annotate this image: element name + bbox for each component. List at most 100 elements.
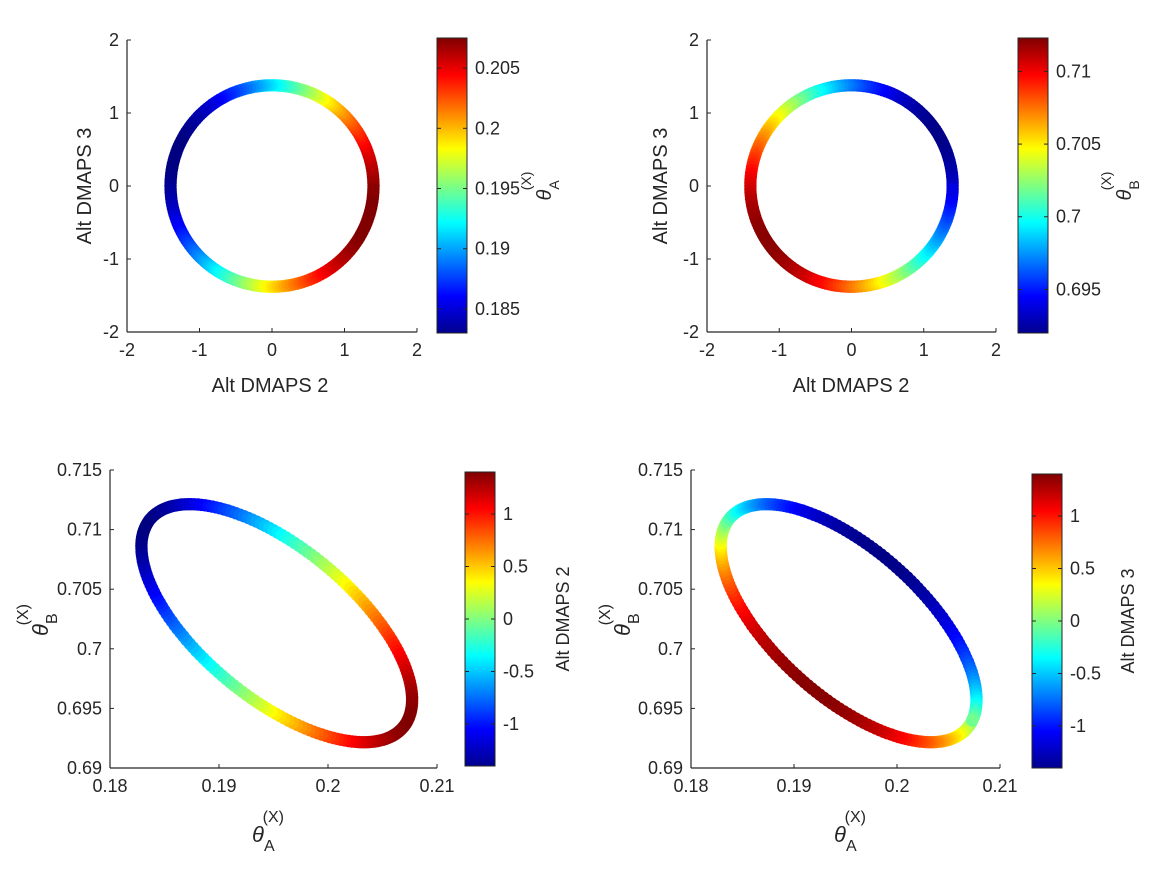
- panel-1-colorbar-tick-label: 0.205: [475, 58, 520, 78]
- panel-1-y-tick-label: 2: [109, 30, 119, 50]
- panel-2-xlabel: Alt DMAPS 2: [793, 375, 910, 397]
- panel-3-x-tick-label: 0.19: [201, 776, 236, 796]
- panel-4-colorbar-tick-label: -0.5: [1070, 664, 1101, 684]
- panel-1-ring: [164, 79, 380, 293]
- panel-2-colorbar-bar: [1017, 37, 1049, 334]
- panel-2-colorbar-ticks: 0.695 0.7 0.705 0.71: [1018, 61, 1101, 299]
- panel-1-point: [367, 183, 380, 196]
- panel-2-colorbar-tick-label: 0.695: [1056, 279, 1101, 299]
- panel-2-y-tick-label: -1: [683, 249, 699, 269]
- panel-1: -2 -1 0 1 2 -2 -1 0 1 2 Alt DMAPS 2 Alt DMAPS 3 0…: [74, 30, 562, 397]
- panel-1-colorbar-tick-label: 0.19: [475, 239, 510, 259]
- panel-1-x-tick-label: -2: [119, 340, 135, 360]
- panel-2-x-tick-label: 1: [919, 340, 929, 360]
- panel-3-y-tick-label: 0.695: [57, 698, 102, 718]
- panel-2-point: [946, 183, 959, 196]
- panel-3-colorbar-tick-label: -1: [503, 714, 519, 734]
- panel-4-x-tick-label: 0.2: [884, 776, 909, 796]
- panel-2-colorbar-tick-label: 0.705: [1056, 134, 1101, 154]
- panel-4-colorbar-tick-label: 0: [1070, 611, 1080, 631]
- panel-1-colorbar-tick-label: 0.2: [475, 118, 500, 138]
- panel-4: 0.18 0.19 0.2 0.21 0.69 0.695 0.7 0.705 0.71 0.71…: [597, 460, 1138, 855]
- panel-3-x-tick-label: 0.2: [315, 776, 340, 796]
- panel-4-x-tick-label: 0.19: [776, 776, 811, 796]
- panel-3-x-tick-label: 0.18: [92, 776, 127, 796]
- panel-4-point: [966, 714, 979, 727]
- panel-3-y-tick-label: 0.71: [67, 520, 102, 540]
- panel-1-y-tick-label: 1: [109, 103, 119, 123]
- panel-3: 0.18 0.19 0.2 0.21 0.69 0.695 0.7 0.705 0.71 0.71…: [15, 460, 573, 855]
- panel-2-colorbar-label: θB(X): [1098, 172, 1142, 201]
- panel-2-y-tick-label: 2: [689, 30, 699, 50]
- panel-3-ring: [135, 498, 419, 749]
- panel-4-colorbar-tick-label: 1: [1070, 506, 1080, 526]
- panel-1-x-tick-label: 2: [412, 340, 422, 360]
- panel-2-colorbar-tick-label: 0.71: [1056, 61, 1091, 81]
- panel-1-colorbar-tick-label: 0.195: [475, 179, 520, 199]
- panel-3-colorbar-label: Alt DMAPS 2: [553, 566, 573, 671]
- panel-3-colorbar: -1 -0.5 0 0.5 1 Alt DMAPS 2: [464, 471, 573, 767]
- panel-1-colorbar-tick-label: 0.185: [475, 299, 520, 319]
- panel-3-y-tick-label: 0.705: [57, 579, 102, 599]
- panel-1-ylabel: Alt DMAPS 3: [74, 128, 96, 245]
- panel-2-y-tick-label: 1: [689, 103, 699, 123]
- panel-3-ylabel: θB(X): [15, 604, 61, 636]
- panel-3-colorbar-tick-label: 0: [503, 609, 513, 629]
- panel-3-colorbar-tick-label: -0.5: [503, 662, 534, 682]
- panel-2-ring: [744, 79, 959, 293]
- panel-4-axes: 0.18 0.19 0.2 0.21 0.69 0.695 0.7 0.705 0.71 0.71…: [638, 460, 1018, 796]
- panel-1-y-tick-label: -2: [103, 322, 119, 342]
- panel-4-ring: [714, 498, 983, 749]
- panel-1-colorbar: 0.185 0.19 0.195 0.2 0.205 θA(X): [436, 37, 562, 334]
- panel-4-y-tick-label: 0.705: [638, 579, 683, 599]
- panel-3-y-tick-label: 0.69: [67, 758, 102, 778]
- panel-2-colorbar: 0.695 0.7 0.705 0.71 θB(X): [1017, 37, 1142, 334]
- panel-4-colorbar-tick-label: 0.5: [1070, 559, 1095, 579]
- panel-1-xlabel: Alt DMAPS 2: [212, 375, 329, 397]
- panel-3-colorbar-tick-label: 1: [503, 504, 513, 524]
- panel-4-colorbar: -1 -0.5 0 0.5 1 Alt DMAPS 3: [1031, 473, 1138, 769]
- panel-4-y-tick-label: 0.695: [638, 698, 683, 718]
- panel-4-colorbar-tick-label: -1: [1070, 716, 1086, 736]
- panel-2-x-tick-label: 2: [991, 340, 1001, 360]
- panel-1-y-tick-label: -1: [103, 249, 119, 269]
- panel-4-y-tick-label: 0.71: [648, 520, 683, 540]
- panel-2-ylabel: Alt DMAPS 3: [650, 128, 672, 245]
- panel-1-x-tick-label: -1: [191, 340, 207, 360]
- panel-3-y-tick-label: 0.7: [77, 639, 102, 659]
- panel-1-axes: -2 -1 0 1 2 -2 -1 0 1 2: [103, 30, 422, 360]
- panel-4-x-tick-label: 0.21: [982, 776, 1017, 796]
- panel-2-axes: -2 -1 0 1 2 -2 -1 0 1 2: [683, 30, 1001, 360]
- panel-1-y-tick-label: 0: [109, 176, 119, 196]
- panel-3-colorbar-bar: [464, 471, 496, 767]
- panel-1-colorbar-ticks: 0.185 0.19 0.195 0.2 0.205: [437, 58, 520, 319]
- panel-3-colorbar-tick-label: 0.5: [503, 557, 528, 577]
- panel-4-colorbar-bar: [1031, 473, 1063, 769]
- panel-1-x-tick-label: 0: [267, 340, 277, 360]
- panel-2-colorbar-tick-label: 0.7: [1056, 207, 1081, 227]
- panel-4-y-tick-label: 0.69: [648, 758, 683, 778]
- panel-1-x-tick-label: 1: [339, 340, 349, 360]
- panel-4-xlabel: θA(X): [834, 809, 866, 855]
- panel-1-colorbar-label: θA(X): [518, 172, 562, 201]
- panel-3-x-tick-label: 0.21: [419, 776, 454, 796]
- panel-3-axes: 0.18 0.19 0.2 0.21 0.69 0.695 0.7 0.705 0.71 0.71…: [57, 460, 455, 796]
- panel-2-y-tick-label: 0: [689, 176, 699, 196]
- panel-2-x-tick-label: -1: [771, 340, 787, 360]
- panel-4-ylabel: θB(X): [597, 604, 643, 636]
- panel-1-colorbar-bar: [436, 37, 468, 334]
- panel-3-point: [401, 714, 414, 727]
- panel-3-xlabel: θA(X): [252, 809, 284, 855]
- panel-2-x-tick-label: 0: [846, 340, 856, 360]
- panel-4-y-tick-label: 0.7: [658, 639, 683, 659]
- panel-2-x-tick-label: -2: [699, 340, 715, 360]
- panel-4-y-tick-label: 0.715: [638, 460, 683, 480]
- panel-2: -2 -1 0 1 2 -2 -1 0 1 2 Alt DMAPS 2 Alt DMAPS 3 0…: [650, 30, 1142, 397]
- panel-4-x-tick-label: 0.18: [673, 776, 708, 796]
- panel-3-y-tick-label: 0.715: [57, 460, 102, 480]
- panel-4-colorbar-ticks: -1 -0.5 0 0.5 1: [1032, 506, 1101, 736]
- panel-4-colorbar-label: Alt DMAPS 3: [1118, 568, 1138, 673]
- panel-2-y-tick-label: -2: [683, 322, 699, 342]
- panel-3-colorbar-ticks: -1 -0.5 0 0.5 1: [465, 504, 534, 734]
